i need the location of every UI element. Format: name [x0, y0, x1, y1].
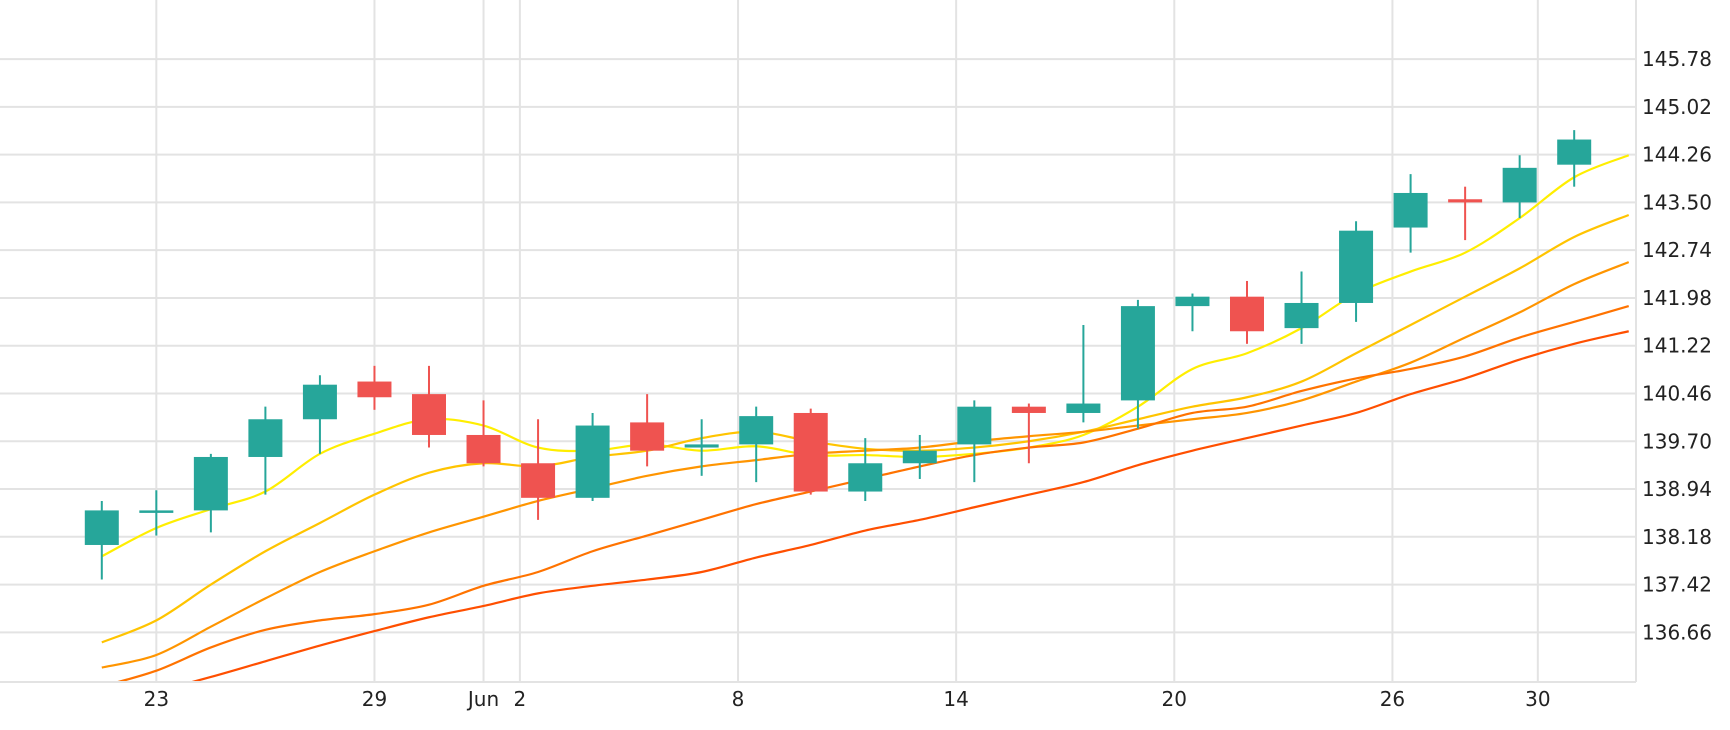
candlestick: [684, 419, 719, 476]
candle-body-up: [1120, 306, 1155, 401]
candle-body-up: [1339, 230, 1374, 303]
x-tick-label: 26: [1380, 687, 1405, 711]
candlestick: [1066, 324, 1101, 423]
grid: [0, 0, 1636, 682]
candlestick: [1339, 221, 1374, 322]
candle-body-up: [848, 463, 883, 492]
y-tick-label: 145.02: [1642, 95, 1712, 119]
candle-body-up: [1557, 139, 1592, 165]
candlestick: [902, 434, 937, 479]
candle-body-up: [1284, 302, 1319, 329]
candle-body-down: [1448, 199, 1483, 203]
y-tick-label: 142.74: [1642, 238, 1712, 262]
candlestick: [521, 419, 556, 520]
y-tick-label: 141.22: [1642, 334, 1712, 358]
candlestick: [1393, 174, 1428, 253]
candlestick: [193, 453, 228, 533]
candlesticks: [84, 130, 1592, 580]
moving-average-line-5: [188, 330, 1629, 682]
y-tick-label: 137.42: [1642, 573, 1712, 597]
x-tick-label: 8: [732, 687, 745, 711]
candlestick: [1448, 186, 1483, 241]
candle-body-up: [84, 510, 119, 545]
x-tick-label: 20: [1162, 687, 1187, 711]
candlestick: [1229, 280, 1264, 344]
x-tick-label: 30: [1525, 687, 1550, 711]
candlestick: [739, 406, 774, 483]
moving-average-line-1: [101, 154, 1630, 558]
candlestick: [357, 365, 392, 410]
x-tick-label: 2: [514, 687, 527, 711]
candle-body-up: [302, 384, 337, 420]
candle-body-up: [248, 419, 283, 457]
candlestick: [1011, 403, 1046, 464]
candlestick: [411, 365, 446, 448]
candlestick: [1284, 271, 1319, 344]
candle-body-up: [1393, 192, 1428, 228]
y-tick-label: 145.78: [1642, 47, 1712, 71]
y-tick-label: 140.46: [1642, 381, 1712, 405]
axes: 136.66 137.42 138.18 138.94 139.70 140.46 141.…: [0, 0, 1712, 711]
candle-body-up: [684, 444, 719, 448]
y-tick-label: 144.26: [1642, 143, 1712, 167]
candle-body-down: [466, 434, 501, 464]
candlestick: [466, 400, 501, 467]
candle-body-down: [630, 422, 665, 451]
y-tick-label: 139.70: [1642, 429, 1712, 453]
candle-body-up: [902, 450, 937, 464]
candlestick: [630, 394, 665, 467]
candle-body-up: [1066, 403, 1101, 413]
candle-body-down: [1011, 406, 1046, 413]
candlestick: [848, 438, 883, 501]
candle-body-up: [1502, 167, 1537, 203]
candle-body-down: [521, 463, 556, 498]
x-tick-label: 29: [362, 687, 387, 711]
x-tick-label: 23: [144, 687, 169, 711]
candlestick: [302, 375, 337, 454]
candle-body-up: [957, 406, 992, 445]
candlestick: [957, 400, 992, 483]
candle-body-up: [1175, 296, 1210, 307]
candle-body-down: [1229, 296, 1264, 332]
candlestick: [1502, 155, 1537, 219]
candle-body-up: [139, 510, 174, 513]
candle-body-up: [193, 456, 228, 511]
candle-body-up: [739, 416, 774, 445]
candle-body-down: [411, 394, 446, 435]
y-tick-label: 138.18: [1642, 525, 1712, 549]
candle-body-down: [793, 412, 828, 492]
candlestick: [1557, 130, 1592, 187]
candlestick: [248, 406, 283, 495]
x-tick-label: 14: [943, 687, 968, 711]
y-tick-label: 138.94: [1642, 477, 1712, 501]
y-tick-label: 141.98: [1642, 286, 1712, 310]
candle-body-down: [357, 381, 392, 398]
candlestick: [793, 408, 828, 495]
candlestick: [139, 490, 174, 536]
candlestick: [575, 412, 610, 501]
candlestick: [1120, 299, 1155, 429]
y-tick-label: 143.50: [1642, 190, 1712, 214]
candle-body-up: [575, 425, 610, 498]
candlestick: [1175, 293, 1210, 332]
y-tick-label: 136.66: [1642, 620, 1712, 644]
x-tick-label: Jun: [466, 687, 499, 711]
candlestick: [84, 500, 119, 580]
